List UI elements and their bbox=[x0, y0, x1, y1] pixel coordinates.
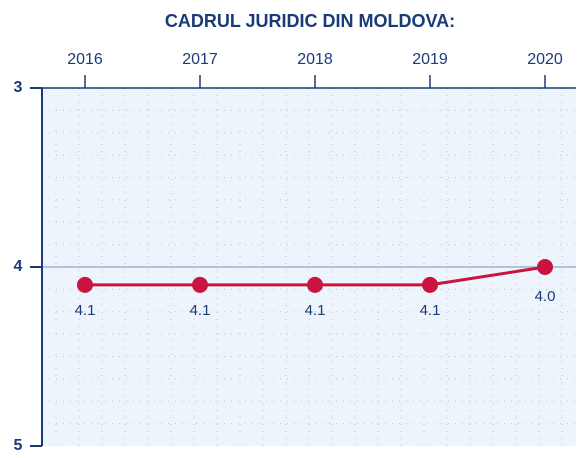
x-tick-label: 2017 bbox=[182, 51, 218, 68]
data-point bbox=[307, 276, 323, 293]
y-tick-label: 3 bbox=[14, 79, 23, 96]
y-tick-label: 4 bbox=[14, 258, 23, 275]
x-tick-label: 2020 bbox=[527, 51, 563, 68]
x-tick-label: 2016 bbox=[67, 51, 103, 68]
x-tick-label: 2018 bbox=[297, 51, 333, 68]
data-label: 4.1 bbox=[305, 302, 326, 319]
data-point bbox=[422, 276, 438, 293]
data-label: 4.1 bbox=[190, 302, 211, 319]
data-label: 4.0 bbox=[535, 288, 556, 305]
data-label: 4.1 bbox=[420, 302, 441, 319]
data-label: 4.1 bbox=[75, 302, 96, 319]
x-tick-label: 2019 bbox=[412, 51, 448, 68]
chart-title: CADRUL JURIDIC DIN MOLDOVA: bbox=[165, 11, 455, 31]
y-tick-label: 5 bbox=[14, 437, 23, 453]
data-point bbox=[537, 259, 553, 275]
data-point bbox=[192, 276, 208, 293]
data-point bbox=[77, 276, 93, 293]
